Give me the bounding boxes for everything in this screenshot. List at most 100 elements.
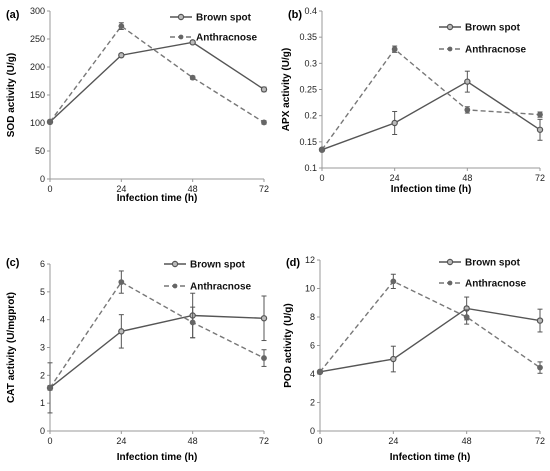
legend-label: Anthracnose	[190, 282, 252, 293]
y-tick-label: 0.25	[299, 85, 317, 95]
y-tick-label: 2	[310, 398, 315, 408]
x-axis-label: Infection time (h)	[117, 193, 198, 204]
legend-marker	[171, 260, 179, 268]
data-point	[261, 119, 267, 126]
x-tick-label: 48	[462, 436, 472, 446]
data-point	[189, 39, 196, 46]
x-tick-label: 0	[47, 184, 52, 194]
chart-panel-a: 0 50 100 150 200 250 300 0 24 48 72 (a) Infection ti…	[6, 6, 269, 204]
y-tick-label: 2	[40, 370, 45, 380]
legend-label: Anthracnose	[465, 279, 527, 290]
y-tick-label: 0.4	[304, 6, 317, 16]
series-anthracnose	[319, 45, 543, 153]
legend-label: Brown spot	[465, 23, 521, 34]
legend-marker	[172, 283, 178, 289]
y-tick-label: 0.35	[299, 32, 317, 42]
panel-label: (c)	[6, 257, 20, 269]
data-point	[537, 364, 543, 371]
legend-marker	[447, 46, 453, 52]
series-line	[49, 41, 265, 123]
series-line	[321, 80, 541, 151]
legend: Brown spot Anthracnose	[439, 23, 527, 56]
chart-panel-c: 0 1 2 3 4 5 6 0 24 48 72 (c) Infection time (h) CAT a…	[6, 257, 269, 463]
x-tick-label: 72	[535, 436, 545, 446]
x-tick-label: 24	[390, 173, 400, 183]
data-point	[260, 86, 268, 93]
y-tick-label: 150	[30, 90, 45, 100]
y-axis-label: APX activity (U/g)	[281, 48, 292, 131]
y-tick-label: 300	[30, 6, 45, 16]
data-point	[390, 278, 397, 285]
legend-label: Anthracnose	[196, 33, 258, 44]
y-tick-label: 4	[40, 315, 45, 325]
panel-label: (d)	[286, 257, 300, 269]
x-tick-label: 24	[116, 436, 126, 446]
data-point	[463, 314, 470, 320]
series-line	[321, 48, 541, 151]
x-tick-label: 72	[259, 436, 269, 446]
data-point	[317, 368, 323, 375]
x-tick-label: 0	[319, 173, 324, 183]
data-point	[261, 355, 267, 361]
x-tick-label: 24	[116, 184, 126, 194]
chart-panel-b: 0.1 0.15 0.2 0.25 0.3 0.35 0.4 0 24 48 72 (b) Infect…	[281, 6, 545, 195]
data-point	[47, 118, 53, 125]
x-axis-label: Infection time (h)	[390, 452, 471, 463]
series-line	[319, 307, 541, 373]
series-line	[319, 280, 541, 373]
data-point	[189, 74, 196, 81]
series-brown-spot	[316, 296, 544, 376]
legend-label: Anthracnose	[465, 45, 527, 56]
series-anthracnose	[47, 270, 267, 391]
legend-marker	[446, 258, 454, 266]
legend-label: Brown spot	[196, 13, 252, 24]
y-tick-label: 0.2	[304, 111, 317, 121]
data-point	[118, 328, 125, 335]
y-tick-label: 8	[310, 312, 315, 322]
data-point	[260, 315, 268, 322]
y-tick-label: 0	[40, 426, 45, 436]
x-axis-label: Infection time (h)	[391, 184, 472, 195]
data-point	[319, 146, 325, 153]
data-point	[464, 78, 471, 85]
data-point	[118, 279, 125, 285]
data-point	[390, 355, 397, 363]
x-tick-label: 48	[188, 184, 198, 194]
y-tick-label: 3	[40, 343, 45, 353]
y-tick-label: 0.1	[304, 163, 317, 173]
y-tick-label: 1	[40, 398, 45, 408]
y-tick-label: 12	[305, 255, 315, 265]
x-axis-label: Infection time (h)	[117, 452, 198, 463]
data-point	[47, 384, 53, 391]
x-tick-label: 0	[47, 436, 52, 446]
legend: Brown spot Anthracnose	[170, 13, 258, 44]
x-tick-label: 0	[317, 436, 322, 446]
y-tick-label: 200	[30, 62, 45, 72]
y-tick-label: 10	[305, 284, 315, 294]
y-tick-label: 6	[40, 259, 45, 269]
y-tick-label: 100	[30, 118, 45, 128]
series-brown-spot	[46, 292, 268, 414]
x-tick-label: 24	[388, 436, 398, 446]
legend-label: Brown spot	[465, 258, 521, 269]
legend-marker	[178, 34, 184, 40]
x-tick-label: 48	[462, 173, 472, 183]
y-axis-label: POD activity (U/g)	[283, 303, 294, 387]
data-point	[118, 23, 125, 30]
legend-marker	[447, 280, 453, 286]
series-line	[49, 25, 265, 124]
legend-marker	[177, 13, 185, 21]
data-point	[189, 319, 196, 326]
y-tick-label: 4	[310, 369, 315, 379]
y-tick-label: 0.15	[299, 137, 317, 147]
legend: Brown spot Anthracnose	[164, 260, 252, 293]
data-point	[118, 52, 125, 59]
data-point	[391, 119, 398, 127]
series-line	[49, 281, 265, 389]
legend-label: Brown spot	[190, 260, 246, 271]
data-point	[537, 111, 543, 118]
y-tick-label: 250	[30, 34, 45, 44]
